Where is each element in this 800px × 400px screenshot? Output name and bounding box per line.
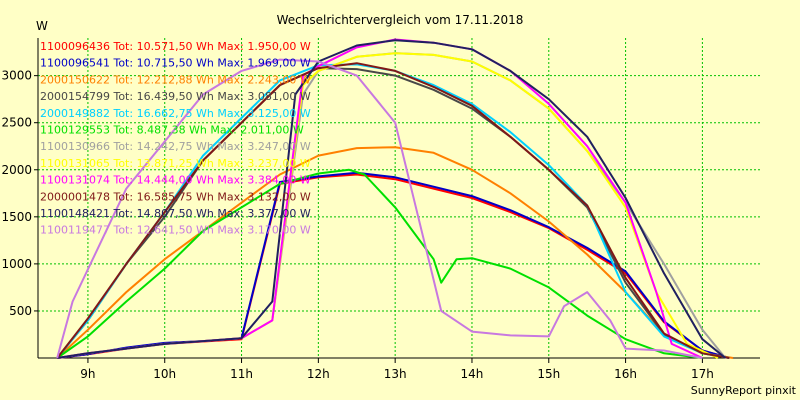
series-line: [57, 39, 727, 359]
legend-entry: 2000150622 Tot: 12.212,88 Wh Max: 2.243,…: [40, 73, 311, 86]
axes: [34, 38, 760, 363]
series-line: [56, 62, 730, 359]
x-tick-label: 11h: [230, 367, 253, 381]
tick-labels: 9h 10h 11h 12h 13h 14h 15h 16h 17h 500 1000 1500 200…: [1, 69, 713, 381]
y-axis-label: W: [36, 19, 48, 33]
chart-title: Wechselrichtervergleich vom 17.11.2018: [277, 13, 524, 27]
legend-entry: 2000001478 Tot: 16.585,75 Wh Max: 3.132,…: [40, 190, 311, 203]
legend-entry: 1100129553 Tot: 8.487,38 Wh Max: 2.011,0…: [40, 124, 304, 137]
x-tick-label: 15h: [537, 367, 560, 381]
y-tick-label: 1500: [1, 210, 32, 224]
x-tick-label: 9h: [80, 367, 95, 381]
y-tick-label: 2000: [1, 163, 32, 177]
series-line: [56, 58, 703, 359]
legend-entry: 1100119477 Tot: 12.641,50 Wh Max: 3.170,…: [40, 224, 311, 237]
legend-entry: 1100131065 Tot: 13.871,25 Wh Max: 3.237,…: [40, 157, 311, 170]
x-tick-label: 17h: [691, 367, 714, 381]
series-line: [56, 67, 730, 359]
footer-credit: SunnyReport pinxit: [691, 384, 797, 397]
y-tick-label: 500: [9, 304, 32, 318]
legend-entry: 2000149882 Tot: 16.662,75 Wh Max: 3.125,…: [40, 107, 311, 120]
legend-entry: 2000154799 Tot: 16.439,50 Wh Max: 3.081,…: [40, 90, 311, 103]
legend-entry: 1100130966 Tot: 14.242,75 Wh Max: 3.247,…: [40, 140, 311, 153]
legend: 1100096436 Tot: 10.571,50 Wh Max: 1.950,…: [40, 40, 311, 237]
x-tick-label: 13h: [384, 367, 407, 381]
legend-entry: 1100096541 Tot: 10.715,50 Wh Max: 1.969,…: [40, 57, 311, 70]
y-tick-label: 1000: [1, 257, 32, 271]
x-tick-label: 14h: [461, 367, 484, 381]
x-tick-label: 16h: [614, 367, 637, 381]
series-lines: [56, 38, 734, 359]
legend-entry: 1100096436 Tot: 10.571,50 Wh Max: 1.950,…: [40, 40, 311, 53]
y-tick-label: 3000: [1, 69, 32, 83]
series-line: [56, 168, 703, 359]
legend-entry: 1100131074 Tot: 14.444,00 Wh Max: 3.384,…: [40, 174, 311, 187]
x-tick-label: 12h: [307, 367, 330, 381]
legend-entry: 1100148421 Tot: 14.807,50 Wh Max: 3.377,…: [40, 207, 311, 220]
x-tick-label: 10h: [153, 367, 176, 381]
y-tick-label: 2500: [1, 116, 32, 130]
